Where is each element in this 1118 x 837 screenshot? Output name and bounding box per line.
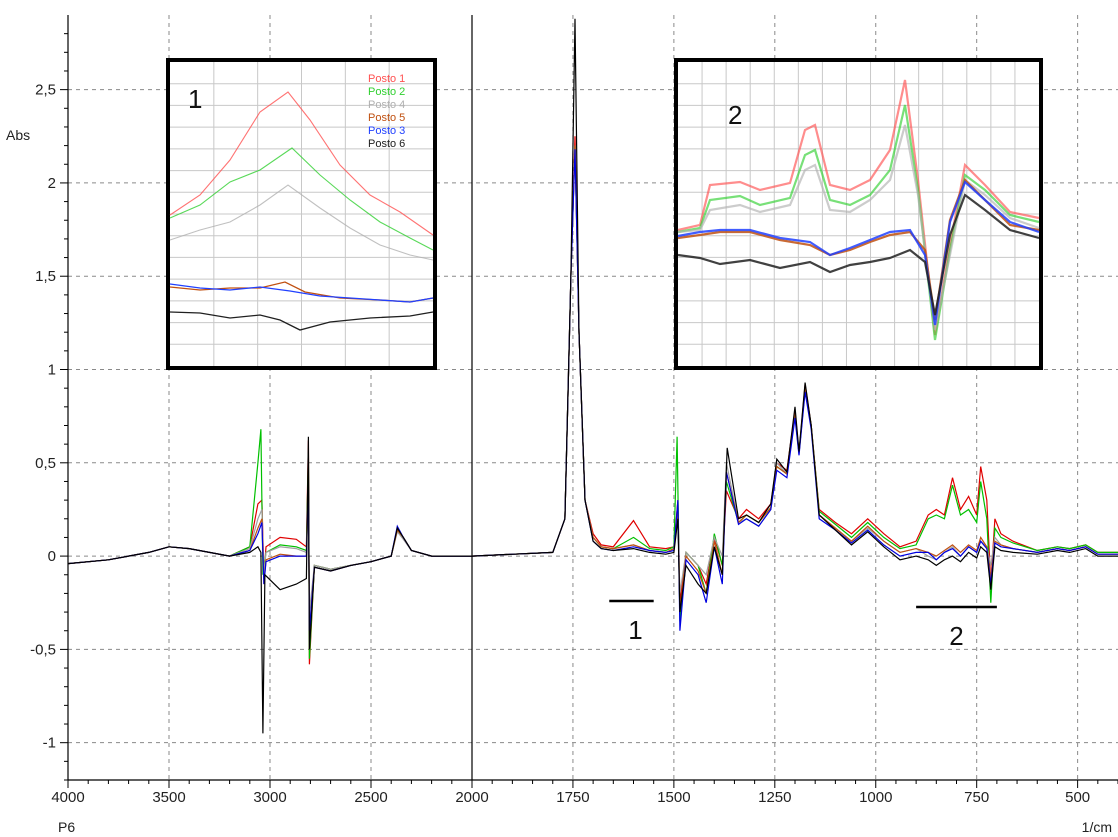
y-tick-label: 1 [48,362,56,379]
x-tick-label: 750 [964,789,989,806]
x-tick-label: 4000 [51,789,84,806]
y-axis-title: Abs [6,127,30,143]
x-tick-label: 500 [1065,789,1090,806]
y-tick-label: -1 [43,735,56,752]
inset-2-curve [677,79,1040,336]
legend-entry-posto-5: Posto 5 [368,112,405,124]
x-tick-label: 1500 [657,789,690,806]
inset-1-curve [169,184,434,261]
y-tick-label: 0 [48,548,56,565]
inset-2: 2 [674,58,1043,370]
x-tick-label: 3000 [253,789,286,806]
range-markers: 1 2 [609,599,997,651]
inset-1-curve [169,283,434,303]
series-line-posto-6 [67,18,1118,734]
range-marker-2-number: 2 [949,621,963,651]
legend-entry-posto-1: Posto 1 [368,73,405,85]
legend-entry-posto-4: Posto 4 [368,99,405,111]
x-tick-label: 1000 [859,789,892,806]
inset-2-curve [677,193,1040,316]
x-tick-labels: 4000 3500 3000 2500 2000 1750 1500 1250 1000 750 5… [51,789,1090,806]
range-marker-1-number: 1 [628,615,642,645]
axes [60,15,1118,788]
y-tick-labels: 2,5 2 1,5 1 0,5 0 -0,5 -1 [30,82,56,752]
legend-entry-posto-2: Posto 2 [368,86,405,98]
x-tick-label: 2500 [354,789,387,806]
y-tick-label: 0,5 [35,455,56,472]
y-tick-label: 1,5 [35,268,56,285]
y-tick-label: 2 [48,175,56,192]
inset-1-curve [169,311,434,331]
x-axis-unit: 1/cm [1082,819,1112,835]
inset-2-curve [677,124,1040,331]
spectrum-series [67,18,1118,734]
x-tick-label: 2000 [455,789,488,806]
y-tick-label: -0,5 [30,641,56,658]
corner-label-p6: P6 [58,819,75,835]
legend-entry-posto-3: Posto 3 [368,125,405,137]
inset-1-curve [169,91,434,236]
inset-2-curve [677,178,1040,321]
inset-1-number: 1 [188,84,202,114]
x-tick-label: 1750 [556,789,589,806]
inset-1-curves [169,91,434,331]
inset-2-grid [678,62,1039,366]
inset-1-curve [169,147,434,251]
x-tick-label: 1250 [758,789,791,806]
x-tick-label: 3500 [152,789,185,806]
inset-2-curve [677,180,1040,326]
inset-2-number: 2 [728,100,742,130]
inset-2-curves [677,79,1040,341]
legend-entry-posto-6: Posto 6 [368,138,405,150]
y-tick-label: 2,5 [35,82,56,99]
